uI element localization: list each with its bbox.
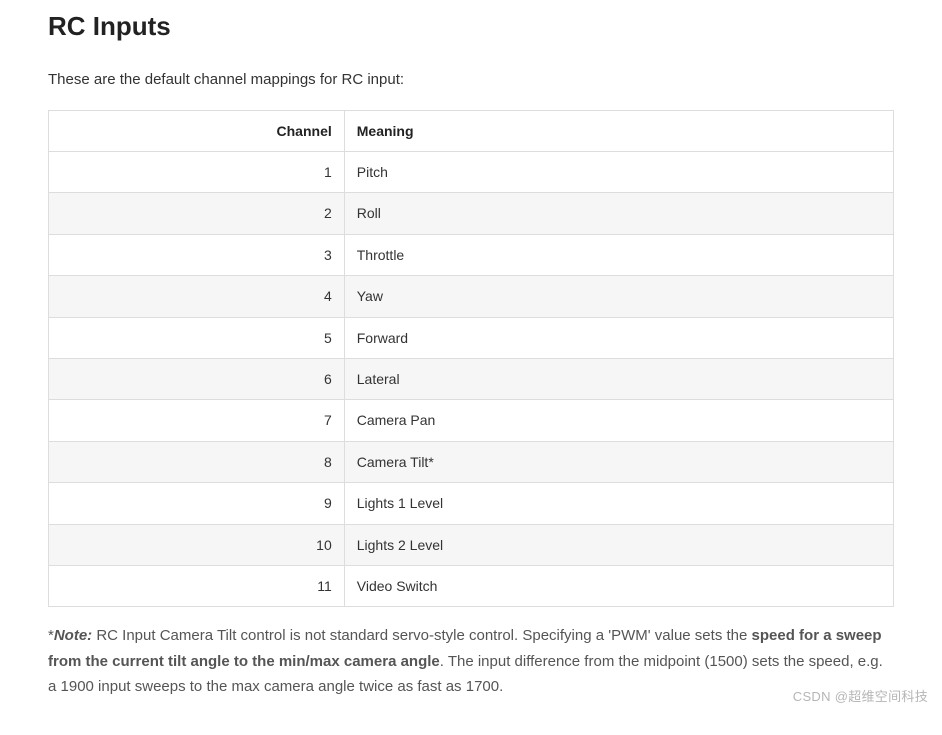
cell-meaning: Yaw	[344, 276, 893, 317]
table-row: 8Camera Tilt*	[49, 441, 894, 482]
col-meaning: Meaning	[344, 110, 893, 151]
cell-meaning: Lights 2 Level	[344, 524, 893, 565]
table-row: 5Forward	[49, 317, 894, 358]
table-row: 7Camera Pan	[49, 400, 894, 441]
cell-channel: 7	[49, 400, 345, 441]
note-label: Note:	[54, 627, 92, 644]
col-channel: Channel	[49, 110, 345, 151]
cell-meaning: Lights 1 Level	[344, 483, 893, 524]
cell-meaning: Forward	[344, 317, 893, 358]
table-row: 11Video Switch	[49, 565, 894, 606]
cell-channel: 2	[49, 193, 345, 234]
table-row: 4Yaw	[49, 276, 894, 317]
intro-text: These are the default channel mappings f…	[48, 68, 894, 92]
table-row: 1Pitch	[49, 151, 894, 192]
cell-meaning: Lateral	[344, 358, 893, 399]
cell-channel: 8	[49, 441, 345, 482]
cell-channel: 10	[49, 524, 345, 565]
cell-channel: 9	[49, 483, 345, 524]
channel-table: Channel Meaning 1Pitch2Roll3Throttle4Yaw…	[48, 110, 894, 608]
note-paragraph: *Note: RC Input Camera Tilt control is n…	[48, 623, 894, 700]
cell-meaning: Video Switch	[344, 565, 893, 606]
cell-meaning: Camera Tilt*	[344, 441, 893, 482]
cell-channel: 6	[49, 358, 345, 399]
cell-channel: 3	[49, 234, 345, 275]
table-row: 6Lateral	[49, 358, 894, 399]
table-header-row: Channel Meaning	[49, 110, 894, 151]
cell-channel: 5	[49, 317, 345, 358]
cell-meaning: Roll	[344, 193, 893, 234]
page-title: RC Inputs	[48, 0, 894, 48]
table-row: 9Lights 1 Level	[49, 483, 894, 524]
table-row: 10Lights 2 Level	[49, 524, 894, 565]
cell-meaning: Throttle	[344, 234, 893, 275]
cell-channel: 4	[49, 276, 345, 317]
table-row: 2Roll	[49, 193, 894, 234]
cell-channel: 11	[49, 565, 345, 606]
cell-meaning: Pitch	[344, 151, 893, 192]
cell-meaning: Camera Pan	[344, 400, 893, 441]
table-row: 3Throttle	[49, 234, 894, 275]
note-text-1: RC Input Camera Tilt control is not stan…	[92, 627, 751, 644]
cell-channel: 1	[49, 151, 345, 192]
